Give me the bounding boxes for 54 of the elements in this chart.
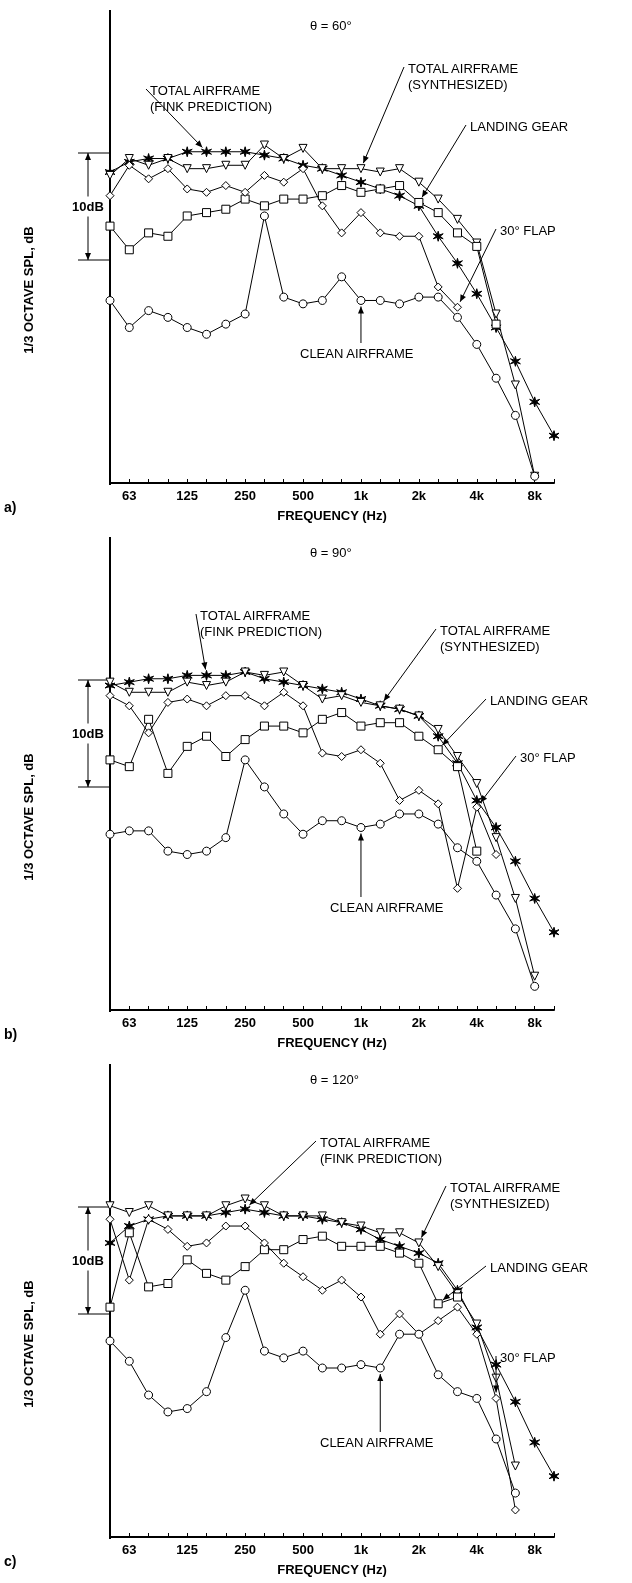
x-tick-label: 2k xyxy=(411,488,427,503)
chart-title: θ = 90° xyxy=(310,545,352,560)
text: CLEAN AIRFRAME xyxy=(330,899,444,915)
text: TOTAL AIRFRAME (FINK PREDICTION) xyxy=(320,1134,443,1166)
text: b) xyxy=(4,1026,18,1042)
x-tick-label: 125 xyxy=(176,488,199,503)
x-tick-label: 2k xyxy=(411,1015,427,1030)
x-axis-title: FREQUENCY (Hz) xyxy=(277,508,387,523)
x-tick-label: 1k xyxy=(353,1542,369,1557)
x-tick-label: 2k xyxy=(411,1542,427,1557)
y-axis-title: 1/3 OCTAVE SPL, dB xyxy=(20,753,36,881)
x-tick-label: 8k xyxy=(527,488,543,503)
x-tick-label: 1k xyxy=(353,488,369,503)
text: CLEAN AIRFRAME xyxy=(320,1434,434,1450)
text: TOTAL AIRFRAME (SYNTHESIZED) xyxy=(450,1179,561,1211)
text: 10dB xyxy=(72,726,104,741)
x-tick-label: 8k xyxy=(527,1015,543,1030)
x-tick-label: 250 xyxy=(234,1542,256,1557)
x-tick-label: 63 xyxy=(122,1015,137,1030)
x-tick-label: 4k xyxy=(469,488,485,503)
text: 30° FLAP xyxy=(500,222,556,238)
x-tick-label: 125 xyxy=(176,1015,199,1030)
text: LANDING GEAR xyxy=(490,692,589,708)
text: c) xyxy=(4,1553,17,1569)
text: LANDING GEAR xyxy=(470,118,569,134)
x-tick-label: 250 xyxy=(234,1015,256,1030)
x-tick-label: 500 xyxy=(292,488,314,503)
series-label: 30° FLAP xyxy=(500,1349,556,1365)
x-tick-label: 4k xyxy=(469,1015,485,1030)
text: TOTAL AIRFRAME (FINK PREDICTION) xyxy=(150,82,273,114)
x-tick-label: 500 xyxy=(292,1015,314,1030)
chart-title: θ = 120° xyxy=(310,1072,359,1087)
text: a) xyxy=(4,499,17,515)
y-axis-title: 1/3 OCTAVE SPL, dB xyxy=(20,226,36,354)
text: LANDING GEAR xyxy=(490,1259,589,1275)
x-tick-label: 63 xyxy=(122,1542,137,1557)
x-tick-label: 4k xyxy=(469,1542,485,1557)
text: TOTAL AIRFRAME (FINK PREDICTION) xyxy=(200,607,323,639)
chart-title: θ = 60° xyxy=(310,18,352,33)
x-axis-title: FREQUENCY (Hz) xyxy=(277,1562,387,1577)
x-axis-title: FREQUENCY (Hz) xyxy=(277,1035,387,1050)
text: 10dB xyxy=(72,1253,104,1268)
x-tick-label: 500 xyxy=(292,1542,314,1557)
text: TOTAL AIRFRAME (SYNTHESIZED) xyxy=(440,622,551,654)
y-axis-title: 1/3 OCTAVE SPL, dB xyxy=(20,1280,36,1408)
x-tick-label: 63 xyxy=(122,488,137,503)
x-tick-label: 8k xyxy=(527,1542,543,1557)
x-tick-label: 125 xyxy=(176,1542,199,1557)
text: 30° FLAP xyxy=(520,749,576,765)
text: TOTAL AIRFRAME (SYNTHESIZED) xyxy=(408,60,519,92)
x-tick-label: 1k xyxy=(353,1015,369,1030)
text: CLEAN AIRFRAME xyxy=(300,345,414,361)
text: 10dB xyxy=(72,199,104,214)
x-tick-label: 250 xyxy=(234,488,256,503)
